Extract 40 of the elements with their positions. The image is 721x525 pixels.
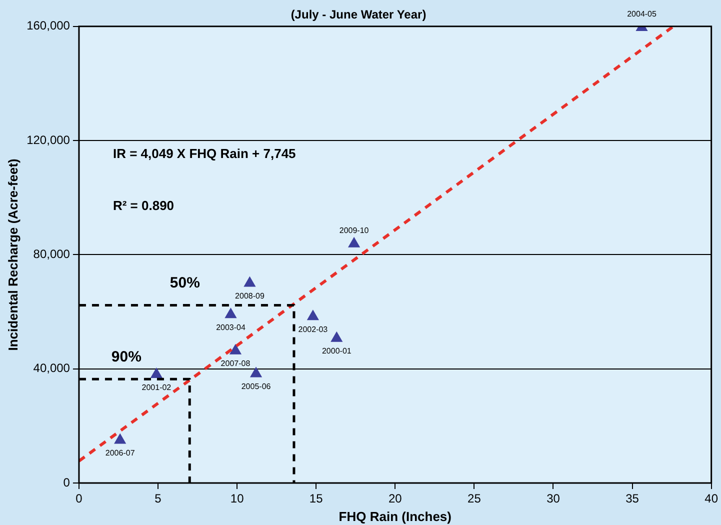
annotation: IR = 4,049 X FHQ Rain + 7,745 <box>112 146 296 161</box>
chart-title: (July - June Water Year) <box>290 8 426 22</box>
point <box>330 332 342 342</box>
annotation: 2003-04 <box>216 322 246 332</box>
y-tick-label: 160,000 <box>26 18 70 33</box>
annotation: 2008-09 <box>235 291 265 300</box>
x-tick-label: 20 <box>388 492 402 506</box>
x-axis-title: FHQ Rain (Inches) <box>338 508 452 524</box>
x-tick-label: 35 <box>626 492 640 506</box>
x-tick-label: 10 <box>230 492 244 506</box>
point <box>114 434 126 444</box>
y-tick-label: 40,000 <box>33 361 70 376</box>
annotation: R² = 0.890 <box>112 198 174 213</box>
y-axis-title: Incidental Recharge (Acre-feet) <box>5 158 20 351</box>
y-tick-label: 80,000 <box>33 247 70 262</box>
point <box>250 367 262 378</box>
x-tick-label: 15 <box>309 492 324 506</box>
annotation: 2000-01 <box>322 346 352 356</box>
point <box>230 344 242 354</box>
annotation: 2004-05 <box>627 10 657 19</box>
x-tick-label: 0 <box>76 492 83 506</box>
annotation: 2001-02 <box>142 382 172 392</box>
x-tick-label: 40 <box>704 492 718 506</box>
annotation: 50% <box>170 274 200 292</box>
point <box>244 276 256 287</box>
annotation: 2002-03 <box>298 324 328 334</box>
point <box>150 368 162 378</box>
annotation: 2005-06 <box>241 382 272 391</box>
x-tick-label: 5 <box>154 492 162 506</box>
annotation: 2009-10 <box>339 226 370 236</box>
y-tick-label: 0 <box>63 475 70 490</box>
annotation: 90% <box>111 348 142 366</box>
point <box>225 308 236 318</box>
y-tick-label: 120,000 <box>26 132 70 147</box>
x-tick-label: 30 <box>546 492 560 506</box>
x-tick-label: 25 <box>468 492 482 506</box>
annotation: 2006-07 <box>105 448 136 458</box>
point <box>348 237 360 248</box>
point <box>307 310 319 320</box>
annotation: 2007-08 <box>220 359 251 368</box>
